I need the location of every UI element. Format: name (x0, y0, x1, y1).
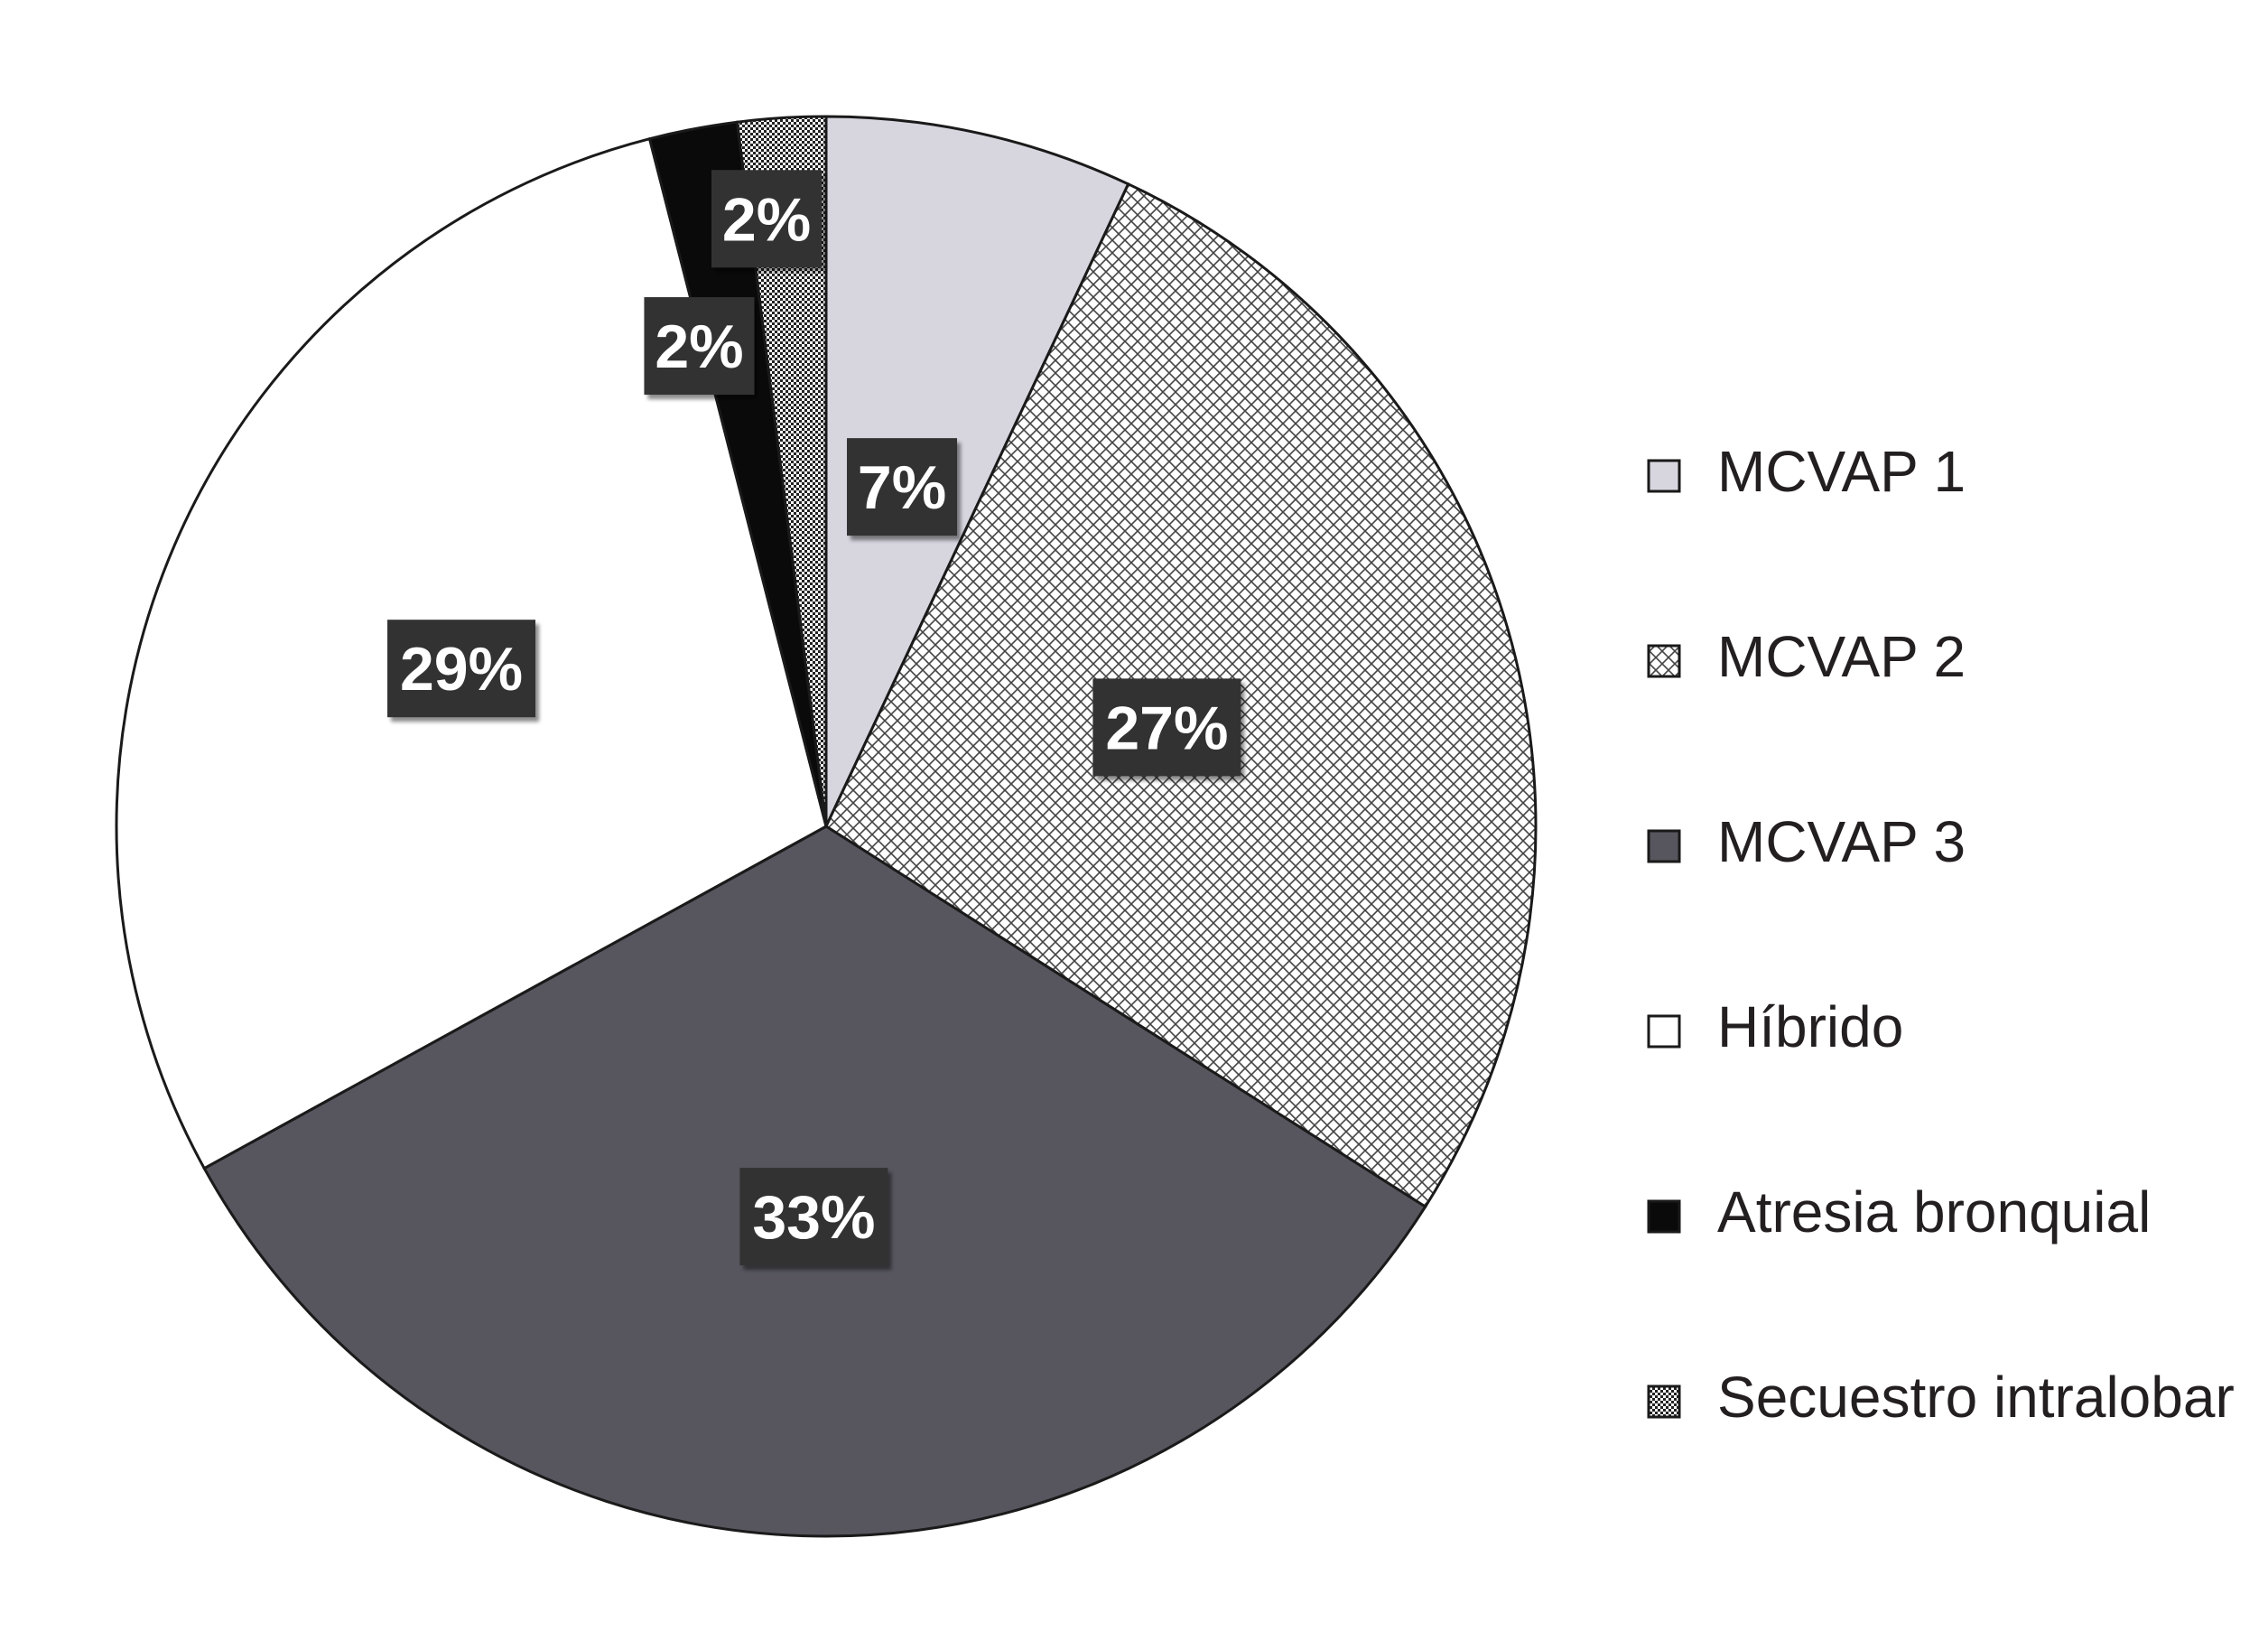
slice-label-text: 27% (1105, 694, 1228, 762)
slice-label-atresia-bronquial: 2% (644, 297, 755, 396)
legend: MCVAP 1 MCVAP 2 MCVAP 3 Híbrido Atresia bron… (1647, 439, 2235, 1430)
legend-label: Atresia bronquial (1717, 1179, 2151, 1244)
slice-label-box (1092, 678, 1241, 777)
legend-swatch (1647, 829, 1681, 863)
legend-item-atresia-bronquial: Atresia bronquial (1647, 1179, 2151, 1244)
slice-label-mcvap-2: 27% (1092, 678, 1241, 777)
slice-label-text: 2% (655, 312, 743, 381)
slice-label-box (711, 170, 823, 268)
slice-label-mcvap-3: 33% (739, 1168, 888, 1266)
legend-item-mcvap-3: MCVAP 3 (1647, 809, 1966, 874)
legend-swatch (1647, 1199, 1681, 1234)
pie-slice-mcvap-1 (824, 115, 1130, 827)
legend-label: Secuestro intralobar (1717, 1365, 2235, 1430)
legend-swatch (1647, 1014, 1681, 1049)
slice-label-text: 2% (722, 185, 811, 254)
pie-slices (115, 115, 1538, 1538)
legend-item-hibrido: Híbrido (1647, 994, 1903, 1059)
slice-label-secuestro-intralobar: 2% (711, 170, 823, 268)
legend-swatch (1647, 1384, 1681, 1419)
legend-label: MCVAP 3 (1717, 809, 1966, 874)
slice-label-box (847, 438, 958, 536)
legend-label: MCVAP 1 (1717, 439, 1966, 504)
slice-label-box (739, 1168, 888, 1266)
slice-label-mcvap-1: 7% (847, 438, 958, 536)
slice-label-text: 33% (752, 1183, 875, 1252)
legend-item-mcvap-1: MCVAP 1 (1647, 439, 1966, 504)
slice-label-text: 29% (400, 635, 523, 704)
legend-label: MCVAP 2 (1717, 624, 1966, 689)
legend-item-mcvap-2: MCVAP 2 (1647, 624, 1966, 689)
legend-label: Híbrido (1717, 994, 1903, 1059)
legend-swatch (1647, 644, 1681, 678)
slice-label-box (644, 297, 755, 396)
slice-label-text: 7% (858, 453, 946, 522)
legend-item-secuestro-intralobar: Secuestro intralobar (1647, 1365, 2235, 1430)
slice-labels: 7% 27% 33% 29% 2% 2% (387, 170, 1241, 1266)
pie-slice-secuestro-intralobar (735, 115, 828, 827)
legend-swatch (1647, 459, 1681, 493)
slice-label-hibrido: 29% (387, 620, 536, 718)
slice-label-box (387, 620, 536, 718)
